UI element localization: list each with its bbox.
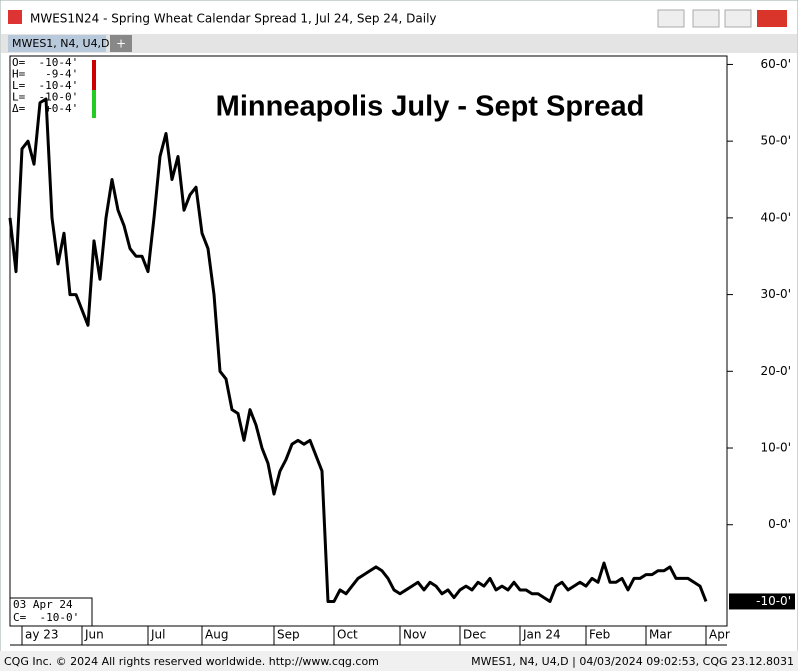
x-tick-label: Apr (709, 628, 730, 642)
info-line: O= -10-4' (12, 56, 78, 69)
minimize-button[interactable] (692, 9, 720, 28)
range-bar-red (92, 60, 96, 90)
info-line: H= -9-4' (12, 68, 78, 81)
price-line (8, 97, 708, 603)
add-tab[interactable] (110, 35, 132, 52)
cursor-box (9, 597, 93, 627)
tab-bar (1, 34, 797, 53)
footer-right: MWES1, N4, U4,D | 04/03/2024 09:02:53, C… (471, 655, 794, 668)
info-line: L= -10-4' (12, 79, 78, 92)
x-tick-label: Nov (403, 628, 426, 642)
tab-label: MWES1, N4, U4,D (12, 37, 110, 50)
window-title: MWES1N24 - Spring Wheat Calendar Spread … (30, 12, 437, 26)
x-tick-label: Dec (463, 628, 486, 642)
price-marker-label: -10-0' (756, 594, 791, 608)
x-tick-label: Aug (205, 628, 228, 642)
app-icon (8, 10, 22, 24)
y-tick-label: 50-0' (760, 134, 791, 148)
x-tick-label: Mar (649, 628, 672, 642)
y-tick-label: 10-0' (760, 441, 791, 455)
x-tick-label: Jan 24 (522, 628, 561, 642)
chart-title: Minneapolis July - Sept Spread (216, 91, 645, 123)
y-tick-label: 40-0' (760, 210, 791, 224)
x-tick-label: Jun (84, 628, 104, 642)
price-marker (729, 593, 795, 610)
info-line: L= -10-0' (12, 91, 78, 104)
close-button[interactable] (757, 10, 787, 27)
x-tick-label: Feb (589, 628, 610, 642)
x-tick-label: Jul (150, 628, 165, 642)
x-tick-label: Sep (277, 628, 300, 642)
plot-area (9, 55, 728, 627)
y-tick-label: 20-0' (760, 364, 791, 378)
maximize-button[interactable] (724, 9, 752, 28)
link-button[interactable] (657, 9, 685, 28)
x-tick-label: ay 23 (25, 628, 59, 642)
x-tick-label: Oct (337, 628, 358, 642)
cursor-line: C= -10-0' (13, 611, 79, 624)
status-bar (0, 651, 798, 671)
tab[interactable] (8, 35, 106, 52)
range-bar-green (92, 90, 96, 118)
add-tab-label: + (116, 37, 126, 51)
cursor-line: 03 Apr 24 (13, 598, 73, 611)
y-tick-label: 0-0' (768, 517, 791, 531)
y-tick-label: 30-0' (760, 287, 791, 301)
footer-left: CQG Inc. © 2024 All rights reserved worl… (4, 655, 379, 668)
y-tick-label: 60-0' (760, 57, 791, 71)
